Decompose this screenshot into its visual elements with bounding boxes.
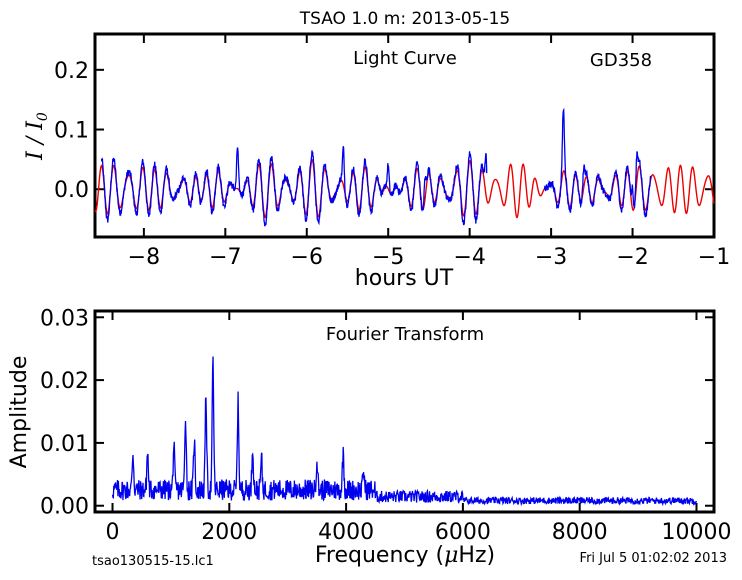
fourier-ytick-label: 0.01 <box>40 432 89 457</box>
fourier-xtick-label: 2000 <box>201 520 257 545</box>
footer-filename: tsao130515-15.lc1 <box>92 554 214 569</box>
fourier-ticks: 0 2000 4000 6000 8000 10000 0.00 0.01 0.02 0.03 <box>40 306 731 545</box>
fourier-frame <box>93 309 716 514</box>
light-curve-ytick-label: 0.0 <box>54 178 89 203</box>
light-curve-xtick-label: −7 <box>209 245 241 270</box>
footer-timestamp: Fri Jul 5 01:02:02 2013 <box>580 551 727 566</box>
light-curve-ytick-label: 0.1 <box>54 119 89 144</box>
fourier-xtick-label: 4000 <box>318 520 374 545</box>
fourier-panel: 0 2000 4000 6000 8000 10000 0.00 0.01 0.02 0.03 F… <box>7 306 731 568</box>
fourier-ytick-label: 0.03 <box>40 306 89 331</box>
light-curve-frame <box>93 32 716 239</box>
light-curve-xtick-label: −1 <box>698 245 730 270</box>
light-curve-xtick-label: −5 <box>372 245 404 270</box>
light-curve-xlabel: hours UT <box>355 266 454 291</box>
fourier-ylabel: Amplitude <box>7 356 32 469</box>
light-curve-series <box>94 107 715 227</box>
fourier-series <box>111 356 698 507</box>
fourier-annotation: Fourier Transform <box>326 324 484 345</box>
light-curve-annotation: Light Curve <box>353 48 457 69</box>
light-curve-xtick-label: −8 <box>128 245 160 270</box>
light-curve-observed-line <box>100 146 488 227</box>
light-curve-panel: −8 −7 −6 −5 −4 −3 −2 −1 0.0 0.1 0.2 Light Curve GD… <box>23 32 730 291</box>
light-curve-xtick-label: −3 <box>535 245 567 270</box>
fourier-amplitude-line <box>111 356 698 507</box>
fourier-xtick-label: 10000 <box>661 520 731 545</box>
light-curve-ticks: −8 −7 −6 −5 −4 −3 −2 −1 0.0 0.1 0.2 <box>54 34 730 270</box>
light-curve-ytick-label: 0.2 <box>54 59 89 84</box>
light-curve-xtick-label: −4 <box>453 245 485 270</box>
light-curve-ylabel: I / I0 <box>23 112 51 161</box>
fourier-ytick-label: 0.02 <box>40 369 89 394</box>
fourier-xlabel: Frequency (μHz) <box>315 543 495 568</box>
fourier-ytick-label: 0.00 <box>40 495 89 520</box>
fourier-xtick-label: 8000 <box>552 520 608 545</box>
figure-title: TSAO 1.0 m: 2013-05-15 <box>299 9 511 29</box>
light-curve-observed-line <box>543 107 652 218</box>
fourier-xtick-label: 6000 <box>435 520 491 545</box>
star-name-annotation: GD358 <box>590 50 652 71</box>
fourier-xtick-label: 0 <box>106 520 120 545</box>
light-curve-xtick-label: −6 <box>291 245 323 270</box>
light-curve-xtick-label: −2 <box>616 245 648 270</box>
